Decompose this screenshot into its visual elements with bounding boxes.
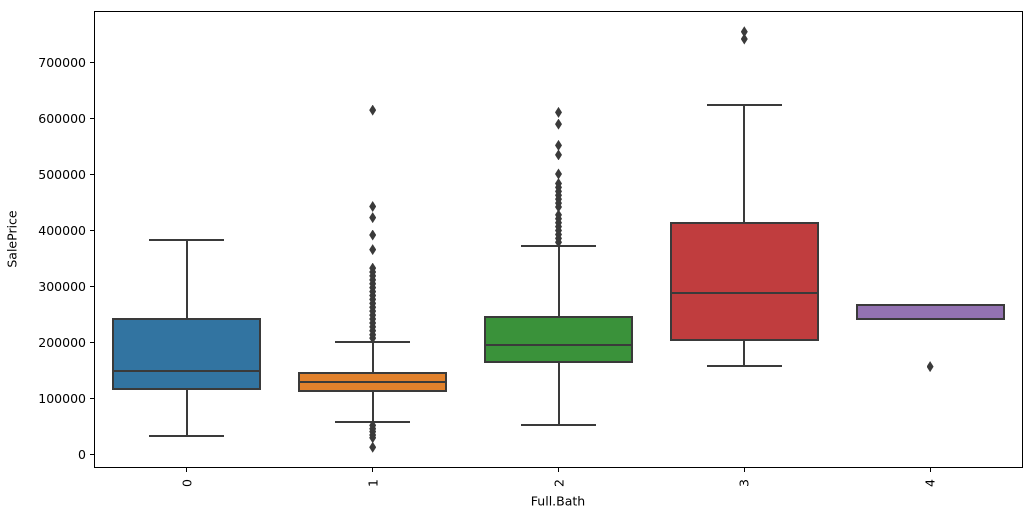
lower-cap [149,434,225,437]
box-3 [669,221,819,342]
box-4 [855,304,1005,321]
upper-whisker [371,341,374,373]
y-tick-label: 0 [78,446,86,462]
median-line [486,343,631,346]
x-tick-label: 1 [365,479,381,487]
outlier-marker [369,200,377,212]
outlier-marker [369,244,377,256]
upper-whisker [743,104,746,222]
lower-whisker [185,389,188,436]
y-tick-label: 200000 [38,334,86,350]
y-tick-mark [90,453,94,456]
y-tick-mark [90,117,94,120]
median-line [671,292,817,295]
y-tick-label: 500000 [38,166,86,182]
y-tick-mark [90,341,94,344]
outlier-marker [369,229,377,241]
outlier-marker [555,106,562,118]
upper-cap [706,103,782,106]
outlier-marker [369,104,377,116]
x-tick-label: 3 [736,479,752,487]
y-tick-mark [90,397,94,400]
lower-cap [521,424,596,427]
x-tick-label: 2 [551,479,566,487]
x-tick-label: 0 [179,479,195,487]
outlier-marker [555,118,562,130]
outlier-marker [555,236,562,248]
y-tick-label: 300000 [38,278,86,294]
y-tick-mark [90,229,94,232]
upper-whisker [185,239,188,319]
x-axis-label: Full.Bath [530,493,586,509]
lower-whisker [743,341,746,367]
median-line [300,381,446,384]
box-2 [484,316,633,364]
outlier-marker [369,212,377,224]
lower-cap [706,365,782,368]
outlier-marker [369,441,377,453]
x-tick-mark [372,468,374,472]
x-tick-mark [557,468,560,472]
y-tick-mark [90,61,94,64]
outlier-marker [740,26,748,38]
lower-whisker [557,363,560,426]
outlier-marker [555,168,562,180]
outlier-marker [740,33,748,45]
outlier-marker [369,332,377,344]
x-tick-mark [186,468,188,472]
y-tick-label: 400000 [38,222,86,238]
y-tick-label: 100000 [38,390,86,406]
median-line [114,370,260,373]
upper-whisker [557,245,560,317]
outlier-marker [555,139,562,151]
y-tick-mark [90,173,94,176]
outlier-marker [555,149,562,161]
y-tick-label: 600000 [38,110,86,126]
lower-whisker [371,391,374,423]
y-tick-mark [90,285,94,288]
upper-cap [149,238,225,241]
x-tick-mark [929,468,931,472]
y-tick-label: 700000 [38,54,86,70]
outlier-marker [926,361,934,373]
y-axis-label: SalePrice [4,210,20,268]
x-tick-mark [743,468,745,472]
outlier-marker [369,432,377,444]
x-tick-label: 4 [922,479,938,487]
box-0 [112,318,262,390]
outlier-marker [555,201,562,213]
